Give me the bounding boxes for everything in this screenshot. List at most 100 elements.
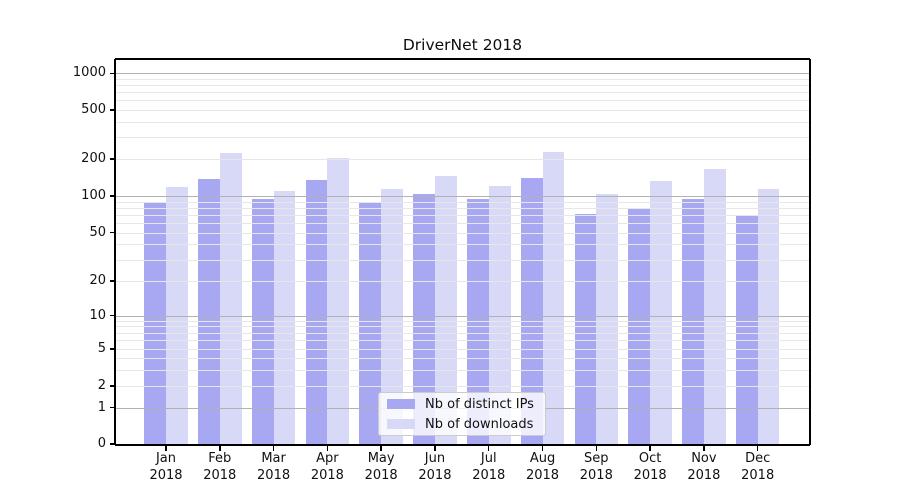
bar-downloads bbox=[542, 152, 565, 444]
gridline-minor bbox=[116, 232, 809, 234]
legend-label-downloads: Nb of downloads bbox=[425, 416, 534, 432]
bar-downloads bbox=[488, 186, 511, 444]
gridline-minor bbox=[116, 259, 809, 261]
x-tick-month: Jan bbox=[155, 451, 177, 466]
x-tick-month: Dec bbox=[745, 451, 771, 466]
x-tick-mark bbox=[326, 445, 329, 451]
x-tick-label: Jul 2018 bbox=[457, 451, 521, 484]
x-tick-year: 2018 bbox=[687, 467, 721, 483]
x-tick-mark bbox=[165, 445, 167, 451]
bar-distinct-ips bbox=[413, 194, 435, 444]
x-tick-label: Jun 2018 bbox=[403, 451, 467, 484]
legend-item-downloads: Nb of downloads bbox=[385, 416, 539, 433]
gridline-minor bbox=[116, 214, 809, 216]
x-tick-year: 2018 bbox=[472, 467, 506, 483]
x-tick-label: Apr 2018 bbox=[295, 451, 359, 484]
x-tick-year: 2018 bbox=[203, 467, 237, 483]
x-tick-month: Oct bbox=[638, 451, 662, 466]
x-tick-label: Sep 2018 bbox=[564, 451, 628, 484]
bar-distinct-ips bbox=[359, 202, 382, 444]
x-tick-mark bbox=[487, 445, 490, 451]
y-tick-label: 100 bbox=[81, 188, 106, 203]
spine-right bbox=[809, 59, 811, 445]
y-tick-mark bbox=[109, 231, 115, 234]
bar-distinct-ips bbox=[305, 179, 328, 444]
x-tick-mark bbox=[434, 445, 436, 451]
y-tick-mark bbox=[109, 348, 115, 350]
legend-swatch-distinct-ips bbox=[387, 399, 415, 409]
x-tick-mark bbox=[703, 445, 705, 451]
spine-left bbox=[114, 59, 116, 445]
x-tick-month: Jun bbox=[424, 451, 446, 466]
x-tick-year: 2018 bbox=[579, 467, 613, 483]
x-tick-month: Apr bbox=[316, 451, 339, 466]
gridline-minor bbox=[116, 78, 809, 80]
gridline-minor bbox=[116, 207, 809, 209]
x-tick-mark bbox=[756, 445, 759, 451]
gridline-minor bbox=[116, 110, 809, 111]
y-tick-label: 20 bbox=[89, 273, 106, 288]
gridline-major bbox=[116, 73, 809, 75]
x-tick-year: 2018 bbox=[741, 467, 775, 483]
x-tick-label: Mar 2018 bbox=[242, 451, 306, 484]
x-tick-label: Aug 2018 bbox=[511, 451, 575, 484]
x-tick-month: Feb bbox=[208, 451, 232, 466]
bar-downloads bbox=[434, 175, 457, 444]
x-tick-mark bbox=[595, 445, 598, 451]
y-tick-mark bbox=[109, 109, 115, 111]
gridline-minor bbox=[116, 340, 809, 342]
y-tick-mark bbox=[109, 443, 115, 445]
x-tick-year: 2018 bbox=[310, 467, 344, 483]
gridline-minor bbox=[116, 386, 809, 387]
gridline-minor bbox=[116, 159, 809, 160]
gridline-minor bbox=[116, 92, 809, 94]
x-tick-mark bbox=[272, 445, 275, 451]
x-tick-year: 2018 bbox=[418, 467, 452, 483]
gridline-minor bbox=[116, 223, 809, 225]
y-tick-mark bbox=[109, 195, 115, 197]
gridline-minor bbox=[116, 369, 809, 371]
y-tick-label: 200 bbox=[81, 151, 106, 166]
y-tick-label: 10 bbox=[89, 307, 106, 323]
bar-downloads bbox=[219, 153, 242, 444]
gridline-minor bbox=[116, 358, 809, 359]
x-tick-mark bbox=[219, 445, 221, 451]
bar-downloads bbox=[650, 181, 672, 444]
bar-downloads bbox=[381, 189, 403, 444]
x-tick-year: 2018 bbox=[525, 467, 560, 483]
x-tick-label: Oct 2018 bbox=[618, 451, 682, 484]
chart-title: DriverNet 2018 bbox=[402, 36, 523, 54]
plot-area bbox=[116, 60, 809, 444]
x-tick-month: May bbox=[367, 451, 395, 466]
y-tick-label: 0 bbox=[97, 436, 106, 451]
bar-downloads bbox=[703, 168, 726, 444]
x-tick-mark bbox=[541, 445, 544, 451]
gridline-minor bbox=[116, 121, 809, 123]
gridline-minor bbox=[116, 201, 809, 203]
x-tick-label: Dec 2018 bbox=[726, 451, 790, 484]
legend-label-distinct-ips: Nb of distinct IPs bbox=[425, 396, 534, 412]
bar-downloads bbox=[166, 187, 188, 444]
bar-downloads bbox=[596, 194, 619, 444]
x-tick-label: Nov 2018 bbox=[672, 451, 736, 484]
y-tick-mark bbox=[109, 385, 115, 387]
gridline-minor bbox=[116, 137, 809, 139]
legend: Nb of distinct IPs Nb of downloads bbox=[378, 392, 546, 436]
y-tick-mark bbox=[109, 72, 115, 75]
grid-layer bbox=[116, 60, 809, 444]
bar-distinct-ips bbox=[144, 201, 166, 444]
x-tick-year: 2018 bbox=[257, 467, 291, 483]
x-tick-month: Aug bbox=[529, 451, 556, 466]
legend-item-distinct-ips: Nb of distinct IPs bbox=[385, 396, 539, 413]
x-tick-month: Jul bbox=[480, 451, 497, 466]
y-tick-label: 5 bbox=[97, 341, 106, 356]
y-tick-mark bbox=[109, 314, 115, 317]
x-tick-month: Mar bbox=[261, 451, 286, 466]
bar-downloads bbox=[327, 157, 350, 444]
x-tick-label: May 2018 bbox=[349, 451, 413, 484]
gridline-minor bbox=[116, 349, 809, 350]
x-tick-year: 2018 bbox=[149, 467, 183, 483]
x-tick-label: Feb 2018 bbox=[188, 451, 252, 484]
y-tick-label: 50 bbox=[89, 224, 106, 240]
